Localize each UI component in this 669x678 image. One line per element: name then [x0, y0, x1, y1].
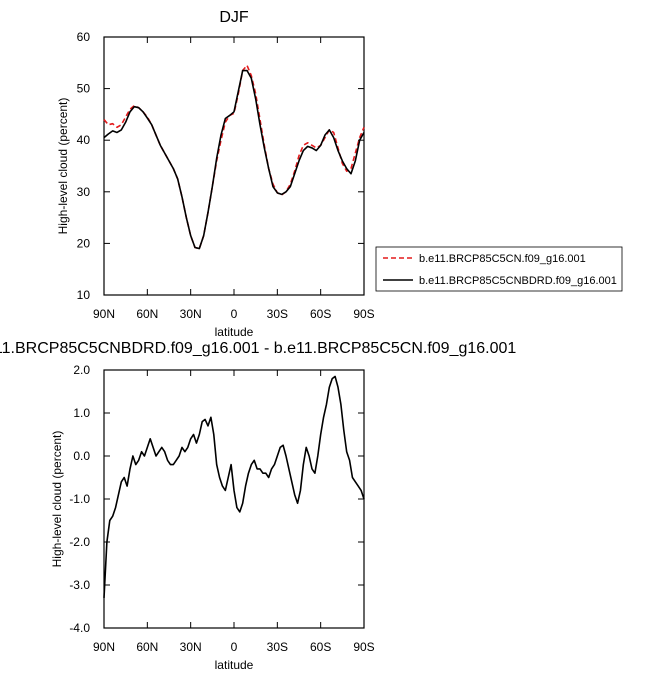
top-y-tick-label: 60 [77, 30, 91, 44]
top-series-lines [103, 64, 365, 250]
top-y-axis: 10 20 30 40 50 60 [77, 30, 364, 302]
top-y-tick-label: 20 [77, 236, 91, 250]
top-y-tick-label: 40 [77, 133, 91, 147]
legend: b.e11.BRCP85C5CN.f09_g16.001 b.e11.BRCP8… [375, 246, 623, 292]
bottom-y-tick-label: -4.0 [69, 621, 90, 635]
top-x-tick-label: 0 [231, 307, 238, 321]
top-x-tick-label: 90S [353, 307, 374, 321]
top-line-chart: DJF 10 20 30 40 50 60 90N 60N 30N 0 30S 60S 90S lat… [56, 9, 375, 339]
bottom-x-axis: 90N 60N 30N 0 30S 60S 90S [93, 370, 375, 654]
bottom-x-tick-label: 60N [136, 640, 158, 654]
top-y-tick-label: 30 [77, 185, 91, 199]
bottom-y-axis: -4.0 -3.0 -2.0 -1.0 0.0 1.0 2.0 [69, 363, 364, 635]
top-y-tick-label: 50 [77, 82, 91, 96]
top-series-line-1 [103, 64, 365, 250]
bottom-y-tick-label: -3.0 [69, 578, 90, 592]
bottom-y-tick-label: 0.0 [73, 449, 90, 463]
bottom-x-tick-label: 60S [310, 640, 331, 654]
top-x-tick-label: 30N [180, 307, 202, 321]
bottom-y-tick-label: 2.0 [73, 363, 90, 377]
bottom-series-line-1 [103, 375, 365, 598]
top-x-tick-label: 60N [136, 307, 158, 321]
bottom-line-chart: b.e11.BRCP85C5CNBDRD.f09_g16.001 - b.e11… [0, 340, 516, 672]
bottom-y-tick-label: -2.0 [69, 535, 90, 549]
legend-label-1: b.e11.BRCP85C5CN.f09_g16.001 [419, 253, 586, 265]
bottom-y-axis-label: High-level cloud (percent) [50, 431, 64, 568]
legend-box [375, 246, 623, 292]
top-x-tick-label: 90N [93, 307, 115, 321]
bottom-y-tick-label: -1.0 [69, 492, 90, 506]
top-chart-title: DJF [219, 9, 249, 26]
top-x-axis-label: latitude [215, 325, 254, 339]
top-x-axis: 90N 60N 30N 0 30S 60S 90S [93, 37, 375, 321]
top-y-tick-label: 10 [77, 288, 91, 302]
legend-label-2: b.e11.BRCP85C5CNBDRD.f09_g16.001 [419, 275, 617, 287]
bottom-x-axis-label: latitude [215, 658, 254, 672]
top-x-tick-label: 30S [267, 307, 288, 321]
bottom-x-tick-label: 0 [231, 640, 238, 654]
top-plot-frame [103, 36, 365, 296]
bottom-y-tick-label: 1.0 [73, 406, 90, 420]
bottom-x-tick-label: 90N [93, 640, 115, 654]
top-series-line-2 [103, 69, 365, 250]
bottom-x-tick-label: 30S [267, 640, 288, 654]
top-y-axis-label: High-level cloud (percent) [56, 98, 70, 235]
bottom-x-tick-label: 90S [353, 640, 374, 654]
bottom-x-tick-label: 30N [180, 640, 202, 654]
top-x-tick-label: 60S [310, 307, 331, 321]
bottom-series-lines [103, 375, 365, 598]
bottom-chart-title: b.e11.BRCP85C5CNBDRD.f09_g16.001 - b.e11… [0, 340, 516, 357]
